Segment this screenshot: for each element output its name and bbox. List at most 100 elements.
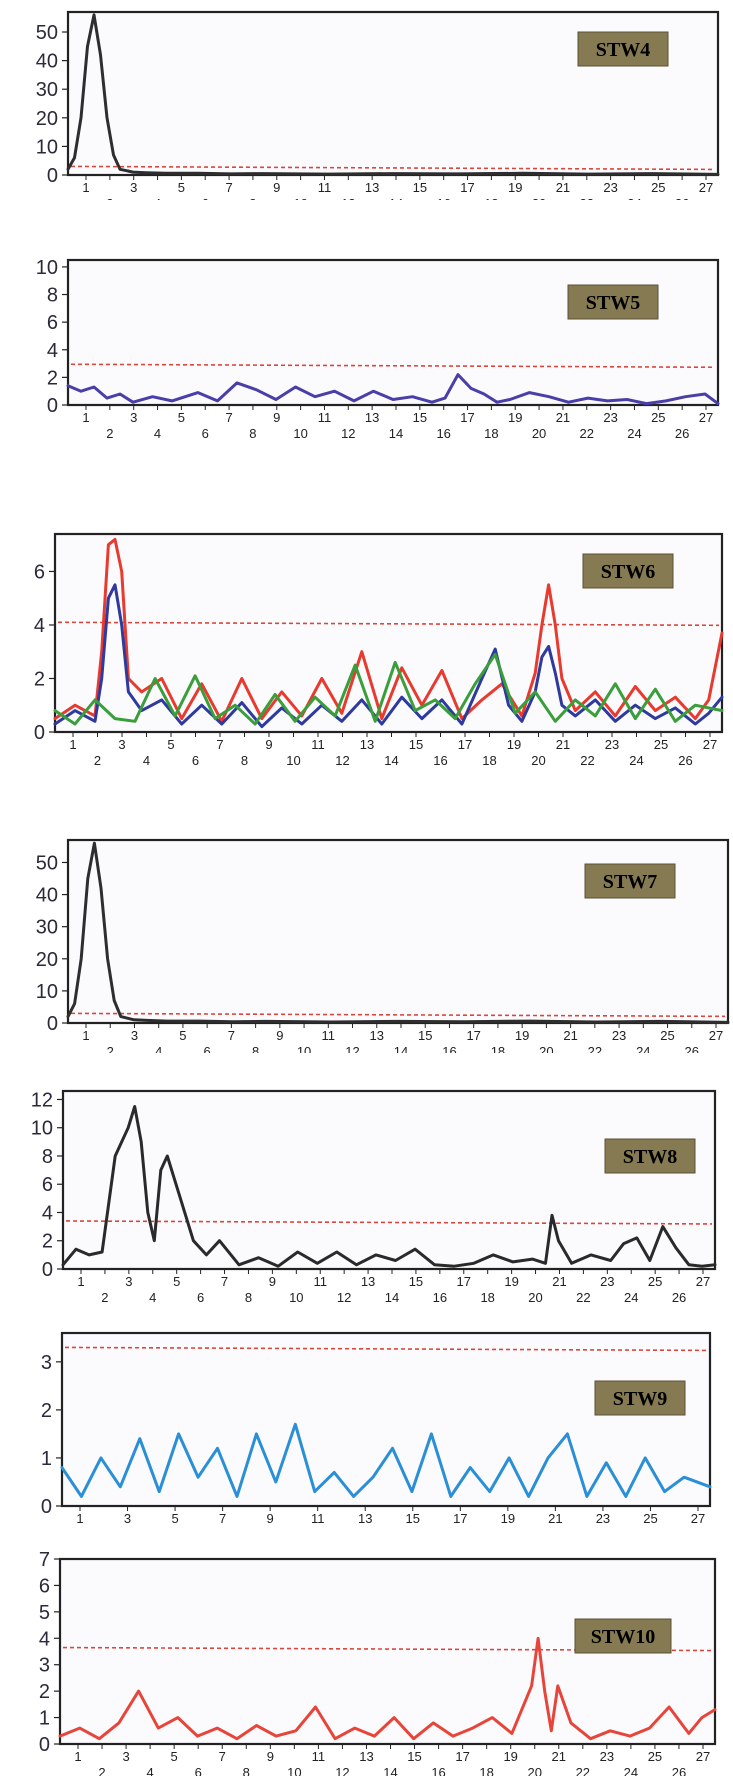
y-tick-label: 0 bbox=[41, 1496, 52, 1518]
x-tick-label: 25 bbox=[651, 410, 665, 425]
x-tick-label: 4 bbox=[155, 1044, 162, 1053]
x-tick-label: 16 bbox=[442, 1044, 456, 1053]
y-tick-label: 10 bbox=[31, 1118, 53, 1140]
threshold-line bbox=[70, 165, 716, 171]
x-tick-label: 20 bbox=[527, 1765, 541, 1776]
x-tick-label: 13 bbox=[370, 1028, 384, 1043]
x-tick-label: 15 bbox=[409, 737, 423, 752]
panel-stw8: 0 2 4 6 8 10 12 1 2 3 4 5 6 7 8 9 10 11 12 13 14 15 16 17 18 19 20… bbox=[0, 1079, 733, 1304]
y-tick-label: 4 bbox=[39, 1628, 50, 1650]
x-tick-label: 12 bbox=[341, 426, 355, 441]
x-tick-label: 13 bbox=[358, 1511, 372, 1526]
x-tick-label: 25 bbox=[648, 1274, 662, 1289]
x-tick-label: 15 bbox=[413, 180, 427, 195]
panel-stw5: 0 2 4 6 8 10 1 2 3 4 5 6 7 8 9 10 11 12 13 14 15 16 17 18 19 20 21… bbox=[0, 245, 733, 455]
x-tick-label: 7 bbox=[228, 1028, 235, 1043]
plot-frame bbox=[61, 1089, 717, 1271]
x-tick-label: 15 bbox=[406, 1511, 420, 1526]
x-tick-label: 12 bbox=[341, 196, 355, 200]
x-tick-label: 20 bbox=[528, 1290, 542, 1304]
x-tick-label: 16 bbox=[431, 1765, 445, 1776]
y-tick-label: 3 bbox=[41, 1352, 52, 1374]
y-tick-label: 0 bbox=[47, 395, 58, 417]
series-line-1 bbox=[66, 841, 730, 1024]
x-tick-label: 4 bbox=[154, 426, 161, 441]
x-tick-label: 20 bbox=[539, 1044, 553, 1053]
x-tick-label: 27 bbox=[699, 180, 713, 195]
x-tick-label: 2 bbox=[106, 426, 113, 441]
y-tick-label: 1 bbox=[39, 1708, 50, 1730]
x-tick-label: 16 bbox=[433, 1290, 447, 1304]
x-tick-label: 13 bbox=[365, 410, 379, 425]
x-tick-label: 1 bbox=[82, 410, 89, 425]
x-tick-label: 24 bbox=[629, 753, 643, 767]
x-tick-label: 3 bbox=[125, 1274, 132, 1289]
title-badge bbox=[594, 1380, 686, 1416]
x-tick-label: 1 bbox=[76, 1511, 83, 1526]
x-tick-label: 21 bbox=[556, 410, 570, 425]
title-badge bbox=[584, 863, 676, 899]
y-tick-label: 6 bbox=[47, 312, 58, 334]
y-tick-label: 4 bbox=[42, 1202, 53, 1224]
x-tick-label: 17 bbox=[466, 1028, 480, 1043]
y-tick-label: 0 bbox=[39, 1734, 50, 1756]
x-tick-label: 8 bbox=[245, 1290, 252, 1304]
x-tick-label: 3 bbox=[130, 410, 137, 425]
x-tick-label: 22 bbox=[580, 196, 594, 200]
x-tick-label: 7 bbox=[221, 1274, 228, 1289]
x-tick-label: 2 bbox=[106, 196, 113, 200]
x-tick-label: 3 bbox=[124, 1511, 131, 1526]
chart-stw6: 0246123456789101112131415161718192021222… bbox=[34, 532, 724, 767]
x-tick-label: 23 bbox=[603, 410, 617, 425]
chart-title: STW8 bbox=[623, 1146, 677, 1168]
y-tick-label: 8 bbox=[42, 1146, 53, 1168]
x-tick-label: 27 bbox=[696, 1749, 710, 1764]
x-tick-label: 9 bbox=[265, 737, 272, 752]
x-tick-label: 24 bbox=[636, 1044, 650, 1053]
y-tick-label: 50 bbox=[36, 22, 58, 44]
x-tick-label: 21 bbox=[563, 1028, 577, 1043]
x-tick-label: 14 bbox=[389, 196, 403, 200]
x-tick-label: 13 bbox=[365, 180, 379, 195]
chart-title: STW4 bbox=[596, 39, 650, 61]
x-tick-label: 19 bbox=[503, 1749, 517, 1764]
x-tick-label: 19 bbox=[504, 1274, 518, 1289]
x-tick-label: 9 bbox=[273, 410, 280, 425]
x-tick-label: 9 bbox=[273, 180, 280, 195]
chart-title: STW7 bbox=[603, 871, 657, 893]
x-tick-label: 2 bbox=[94, 753, 101, 767]
x-tick-label: 14 bbox=[384, 753, 398, 767]
series-line-1 bbox=[66, 373, 720, 406]
x-tick-label: 26 bbox=[672, 1290, 686, 1304]
x-tick-label: 11 bbox=[311, 737, 325, 752]
chart-title: STW6 bbox=[601, 561, 655, 583]
x-tick-label: 25 bbox=[648, 1749, 662, 1764]
x-tick-label: 8 bbox=[252, 1044, 259, 1053]
x-tick-label: 27 bbox=[709, 1028, 723, 1043]
x-tick-label: 1 bbox=[74, 1749, 81, 1764]
threshold-line bbox=[70, 363, 716, 369]
x-tick-label: 23 bbox=[605, 737, 619, 752]
x-tick-label: 17 bbox=[453, 1511, 467, 1526]
x-tick-label: 20 bbox=[531, 753, 545, 767]
x-tick-label: 5 bbox=[178, 410, 185, 425]
x-tick-label: 10 bbox=[287, 1765, 301, 1776]
chart-title: STW10 bbox=[591, 1626, 655, 1648]
x-tick-label: 6 bbox=[202, 426, 209, 441]
x-tick-label: 10 bbox=[289, 1290, 303, 1304]
y-tick-label: 2 bbox=[41, 1400, 52, 1422]
x-tick-label: 21 bbox=[548, 1511, 562, 1526]
x-tick-label: 23 bbox=[600, 1274, 614, 1289]
x-tick-label: 14 bbox=[394, 1044, 408, 1053]
x-tick-label: 11 bbox=[322, 1028, 336, 1043]
series-line-1 bbox=[53, 537, 724, 723]
x-tick-label: 7 bbox=[216, 737, 223, 752]
x-tick-label: 17 bbox=[457, 1274, 471, 1289]
x-tick-label: 3 bbox=[130, 180, 137, 195]
x-tick-label: 21 bbox=[556, 737, 570, 752]
x-tick-label: 25 bbox=[651, 180, 665, 195]
series-line-2 bbox=[53, 583, 724, 729]
series-line-1 bbox=[66, 13, 720, 176]
x-tick-label: 18 bbox=[480, 1290, 494, 1304]
x-tick-label: 10 bbox=[293, 426, 307, 441]
